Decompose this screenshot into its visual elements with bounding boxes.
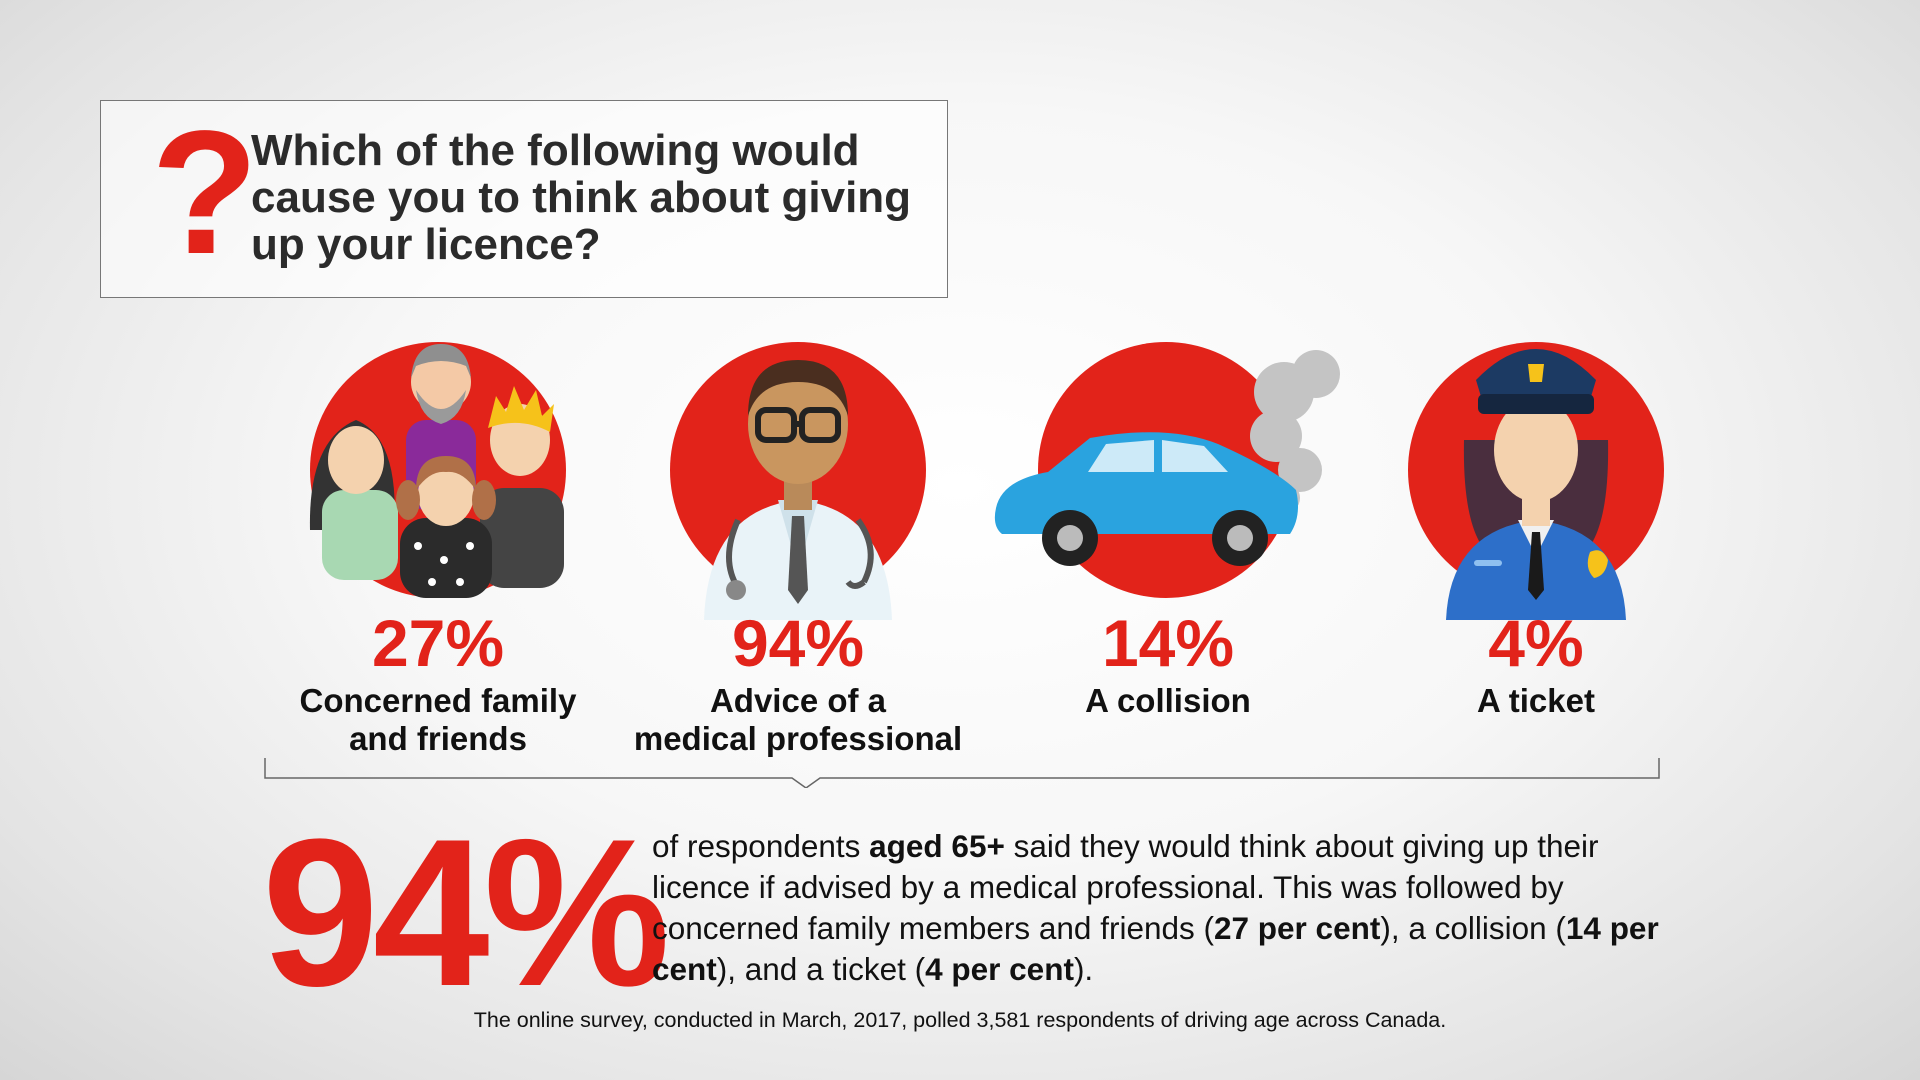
- percent-collision: 14%: [1101, 606, 1235, 680]
- percent-family: 27%: [371, 606, 505, 680]
- label-collision: A collision: [1085, 682, 1251, 719]
- family-icon: [309, 342, 566, 598]
- label-ticket: A ticket: [1477, 682, 1595, 719]
- label-family: Concerned family and friends: [299, 682, 577, 757]
- summary-big-percent: 94%: [262, 795, 670, 1030]
- question-box: ? Which of the following would cause you…: [100, 100, 948, 298]
- item-collision: 14% A collision: [978, 320, 1358, 760]
- item-family: 27% Concerned family and friends: [248, 320, 628, 760]
- percent-ticket: 4%: [1488, 606, 1584, 680]
- percent-doctor: 94%: [731, 606, 865, 680]
- question-mark-icon: ?: [151, 95, 259, 291]
- item-doctor: 94% Advice of a medical professional: [608, 320, 988, 760]
- label-doctor: Advice of a medical professional: [633, 682, 963, 757]
- bracket-divider: [264, 758, 1660, 788]
- item-ticket: 4% A ticket: [1346, 320, 1726, 760]
- question-title: Which of the following would cause you t…: [251, 126, 912, 269]
- car-smoke-icon: [994, 342, 1340, 598]
- footnote: The online survey, conducted in March, 2…: [473, 1008, 1447, 1032]
- doctor-icon: [670, 342, 926, 620]
- summary-text: of respondents aged 65+ said they would …: [652, 828, 1659, 987]
- police-officer-icon: [1408, 342, 1664, 620]
